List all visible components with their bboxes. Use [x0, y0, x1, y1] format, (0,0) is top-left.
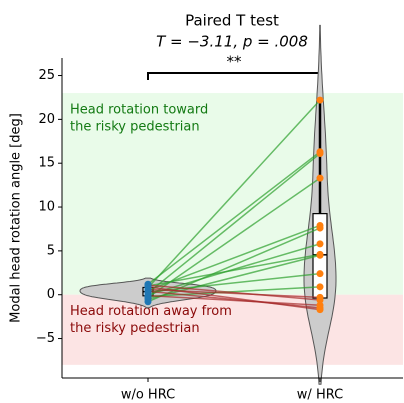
- point: [316, 224, 324, 232]
- pair-line: [147, 99, 321, 289]
- y-tick-label: 15: [38, 156, 55, 171]
- point: [144, 283, 152, 291]
- point: [316, 174, 324, 182]
- pair-line: [147, 224, 321, 292]
- point: [316, 283, 324, 291]
- point: [316, 251, 324, 259]
- y-tick-label: 20: [38, 112, 55, 127]
- x-tick-label: w/o HRC: [121, 388, 175, 403]
- significance-label: **: [227, 53, 243, 71]
- point: [316, 96, 324, 104]
- pair-line: [147, 284, 321, 301]
- pair-line: [147, 177, 321, 298]
- point: [316, 306, 324, 314]
- y-tick-label: 25: [38, 68, 55, 83]
- y-tick-label: 0: [47, 287, 55, 302]
- point: [316, 296, 324, 304]
- region-annotation: the risky pedestrian: [70, 120, 200, 135]
- y-axis-label: Modal head rotation angle [deg]: [9, 113, 24, 323]
- pair-line: [147, 152, 321, 294]
- point: [316, 240, 324, 248]
- y-tick-label: 5: [47, 243, 55, 258]
- pair-line: [147, 254, 321, 300]
- regions: [62, 93, 403, 365]
- pair-line: [147, 272, 321, 293]
- region-annotation: the risky pedestrian: [70, 321, 200, 336]
- pair-line: [147, 286, 321, 311]
- pair-line: [147, 294, 321, 306]
- y-tick-label: 10: [38, 200, 55, 215]
- x-tick-label: w/ HRC: [297, 388, 343, 403]
- y-tick-label: −5: [36, 331, 55, 346]
- pair-line: [147, 253, 321, 287]
- region: [62, 93, 403, 295]
- region-annotation: Head rotation away from: [70, 304, 232, 319]
- significance-bracket: [147, 72, 321, 80]
- pair-line: [147, 286, 321, 298]
- chart-title: Paired T test: [185, 12, 279, 30]
- region: [62, 294, 403, 365]
- chart-subtitle: T = −3.11, p = .008: [156, 33, 308, 51]
- pair-line: [147, 151, 321, 285]
- pair-line: [147, 243, 321, 296]
- region-annotation: Head rotation toward: [70, 103, 208, 118]
- point: [316, 150, 324, 158]
- point: [316, 270, 324, 278]
